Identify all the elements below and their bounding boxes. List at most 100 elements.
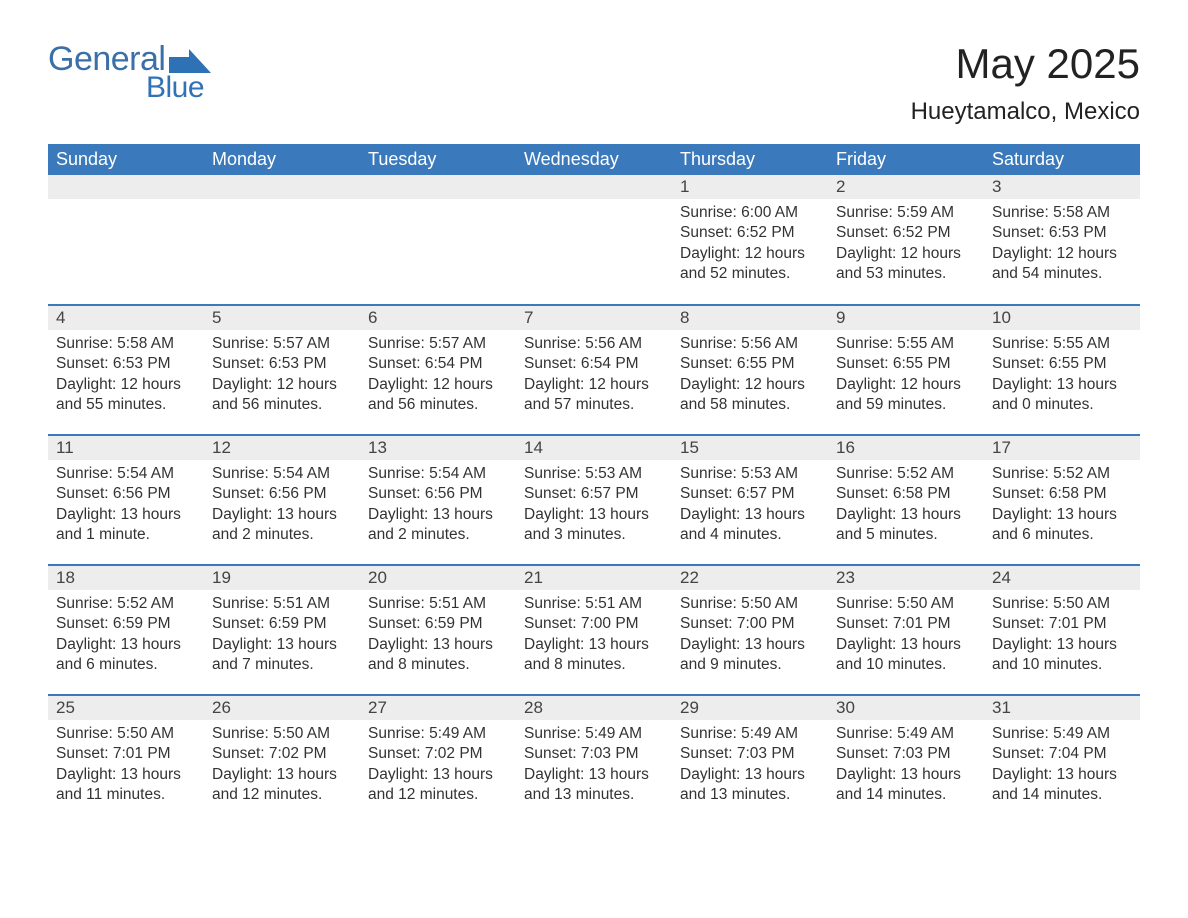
calendar-day-cell: 31Sunrise: 5:49 AMSunset: 7:04 PMDayligh…	[984, 695, 1140, 825]
calendar-day-cell: 5Sunrise: 5:57 AMSunset: 6:53 PMDaylight…	[204, 305, 360, 435]
day-details: Sunrise: 5:49 AMSunset: 7:02 PMDaylight:…	[360, 720, 516, 814]
day-number: 12	[204, 436, 360, 460]
location-label: Hueytamalco, Mexico	[911, 98, 1140, 126]
day-details: Sunrise: 5:54 AMSunset: 6:56 PMDaylight:…	[48, 460, 204, 554]
day-details: Sunrise: 5:53 AMSunset: 6:57 PMDaylight:…	[672, 460, 828, 554]
day-number: 3	[984, 175, 1140, 199]
calendar-day-cell: 8Sunrise: 5:56 AMSunset: 6:55 PMDaylight…	[672, 305, 828, 435]
day-number: 24	[984, 566, 1140, 590]
day-details: Sunrise: 5:49 AMSunset: 7:03 PMDaylight:…	[516, 720, 672, 814]
calendar-day-cell: 13Sunrise: 5:54 AMSunset: 6:56 PMDayligh…	[360, 435, 516, 565]
day-number: 28	[516, 696, 672, 720]
day-number: 13	[360, 436, 516, 460]
day-header: Monday	[204, 144, 360, 175]
day-details: Sunrise: 5:56 AMSunset: 6:54 PMDaylight:…	[516, 330, 672, 424]
calendar-week: 25Sunrise: 5:50 AMSunset: 7:01 PMDayligh…	[48, 695, 1140, 825]
day-details: Sunrise: 5:54 AMSunset: 6:56 PMDaylight:…	[204, 460, 360, 554]
calendar-day-cell: 12Sunrise: 5:54 AMSunset: 6:56 PMDayligh…	[204, 435, 360, 565]
day-details: Sunrise: 5:57 AMSunset: 6:53 PMDaylight:…	[204, 330, 360, 424]
day-details: Sunrise: 5:50 AMSunset: 7:01 PMDaylight:…	[48, 720, 204, 814]
day-header: Thursday	[672, 144, 828, 175]
calendar-day-cell: 14Sunrise: 5:53 AMSunset: 6:57 PMDayligh…	[516, 435, 672, 565]
calendar-body: 1Sunrise: 6:00 AMSunset: 6:52 PMDaylight…	[48, 175, 1140, 825]
day-details: Sunrise: 5:54 AMSunset: 6:56 PMDaylight:…	[360, 460, 516, 554]
calendar-day-cell: 9Sunrise: 5:55 AMSunset: 6:55 PMDaylight…	[828, 305, 984, 435]
day-number: 23	[828, 566, 984, 590]
day-number: 10	[984, 306, 1140, 330]
day-details: Sunrise: 5:53 AMSunset: 6:57 PMDaylight:…	[516, 460, 672, 554]
day-details: Sunrise: 5:50 AMSunset: 7:01 PMDaylight:…	[828, 590, 984, 684]
calendar-day-cell: 27Sunrise: 5:49 AMSunset: 7:02 PMDayligh…	[360, 695, 516, 825]
day-number: 7	[516, 306, 672, 330]
day-details: Sunrise: 5:51 AMSunset: 6:59 PMDaylight:…	[204, 590, 360, 684]
calendar-day-cell: 21Sunrise: 5:51 AMSunset: 7:00 PMDayligh…	[516, 565, 672, 695]
day-number: 20	[360, 566, 516, 590]
day-number: 22	[672, 566, 828, 590]
calendar-day-cell: 28Sunrise: 5:49 AMSunset: 7:03 PMDayligh…	[516, 695, 672, 825]
day-number: 11	[48, 436, 204, 460]
calendar-day-cell: 20Sunrise: 5:51 AMSunset: 6:59 PMDayligh…	[360, 565, 516, 695]
day-number: 27	[360, 696, 516, 720]
day-number: 30	[828, 696, 984, 720]
day-details: Sunrise: 5:58 AMSunset: 6:53 PMDaylight:…	[48, 330, 204, 424]
day-details: Sunrise: 5:50 AMSunset: 7:02 PMDaylight:…	[204, 720, 360, 814]
day-details: Sunrise: 5:49 AMSunset: 7:03 PMDaylight:…	[828, 720, 984, 814]
day-number: 5	[204, 306, 360, 330]
calendar-day-cell: 23Sunrise: 5:50 AMSunset: 7:01 PMDayligh…	[828, 565, 984, 695]
calendar-day-cell: 1Sunrise: 6:00 AMSunset: 6:52 PMDaylight…	[672, 175, 828, 305]
day-number: 19	[204, 566, 360, 590]
day-details: Sunrise: 5:58 AMSunset: 6:53 PMDaylight:…	[984, 199, 1140, 293]
day-header: Saturday	[984, 144, 1140, 175]
day-details: Sunrise: 5:52 AMSunset: 6:59 PMDaylight:…	[48, 590, 204, 684]
calendar-day-cell: 16Sunrise: 5:52 AMSunset: 6:58 PMDayligh…	[828, 435, 984, 565]
day-number: 9	[828, 306, 984, 330]
day-number-blank	[48, 175, 204, 199]
logo: General Blue	[48, 40, 211, 105]
day-details: Sunrise: 5:56 AMSunset: 6:55 PMDaylight:…	[672, 330, 828, 424]
day-header: Wednesday	[516, 144, 672, 175]
day-number: 17	[984, 436, 1140, 460]
logo-flag-icon	[169, 49, 211, 73]
day-number-blank	[360, 175, 516, 199]
day-number: 16	[828, 436, 984, 460]
day-details: Sunrise: 5:59 AMSunset: 6:52 PMDaylight:…	[828, 199, 984, 293]
calendar-day-cell: 11Sunrise: 5:54 AMSunset: 6:56 PMDayligh…	[48, 435, 204, 565]
day-details: Sunrise: 5:49 AMSunset: 7:03 PMDaylight:…	[672, 720, 828, 814]
day-number: 21	[516, 566, 672, 590]
day-details: Sunrise: 5:55 AMSunset: 6:55 PMDaylight:…	[828, 330, 984, 424]
day-number-blank	[204, 175, 360, 199]
day-details: Sunrise: 5:51 AMSunset: 6:59 PMDaylight:…	[360, 590, 516, 684]
day-number: 6	[360, 306, 516, 330]
calendar-day-cell: 17Sunrise: 5:52 AMSunset: 6:58 PMDayligh…	[984, 435, 1140, 565]
calendar-week: 18Sunrise: 5:52 AMSunset: 6:59 PMDayligh…	[48, 565, 1140, 695]
day-number: 18	[48, 566, 204, 590]
day-details: Sunrise: 5:51 AMSunset: 7:00 PMDaylight:…	[516, 590, 672, 684]
day-header: Sunday	[48, 144, 204, 175]
calendar-day-cell: 30Sunrise: 5:49 AMSunset: 7:03 PMDayligh…	[828, 695, 984, 825]
calendar-day-cell	[204, 175, 360, 305]
day-number: 8	[672, 306, 828, 330]
calendar-week: 11Sunrise: 5:54 AMSunset: 6:56 PMDayligh…	[48, 435, 1140, 565]
day-details: Sunrise: 5:50 AMSunset: 7:00 PMDaylight:…	[672, 590, 828, 684]
day-number-blank	[516, 175, 672, 199]
day-number: 4	[48, 306, 204, 330]
calendar-week: 1Sunrise: 6:00 AMSunset: 6:52 PMDaylight…	[48, 175, 1140, 305]
calendar-day-cell: 7Sunrise: 5:56 AMSunset: 6:54 PMDaylight…	[516, 305, 672, 435]
calendar-week: 4Sunrise: 5:58 AMSunset: 6:53 PMDaylight…	[48, 305, 1140, 435]
calendar-day-cell: 19Sunrise: 5:51 AMSunset: 6:59 PMDayligh…	[204, 565, 360, 695]
calendar-day-cell: 6Sunrise: 5:57 AMSunset: 6:54 PMDaylight…	[360, 305, 516, 435]
day-number: 31	[984, 696, 1140, 720]
day-number: 25	[48, 696, 204, 720]
calendar-day-cell	[48, 175, 204, 305]
calendar-day-cell: 18Sunrise: 5:52 AMSunset: 6:59 PMDayligh…	[48, 565, 204, 695]
day-details: Sunrise: 5:49 AMSunset: 7:04 PMDaylight:…	[984, 720, 1140, 814]
calendar-day-cell: 29Sunrise: 5:49 AMSunset: 7:03 PMDayligh…	[672, 695, 828, 825]
calendar-day-cell: 15Sunrise: 5:53 AMSunset: 6:57 PMDayligh…	[672, 435, 828, 565]
day-number: 15	[672, 436, 828, 460]
calendar-day-cell: 25Sunrise: 5:50 AMSunset: 7:01 PMDayligh…	[48, 695, 204, 825]
calendar-table: SundayMondayTuesdayWednesdayThursdayFrid…	[48, 144, 1140, 825]
day-number: 2	[828, 175, 984, 199]
day-header: Tuesday	[360, 144, 516, 175]
calendar-day-cell: 22Sunrise: 5:50 AMSunset: 7:00 PMDayligh…	[672, 565, 828, 695]
day-details: Sunrise: 5:50 AMSunset: 7:01 PMDaylight:…	[984, 590, 1140, 684]
